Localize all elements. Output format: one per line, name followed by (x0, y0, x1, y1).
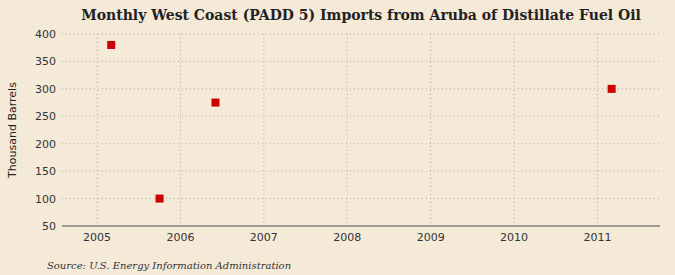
y-axis-label: Thousand Barrels (6, 82, 19, 179)
grid-line-y (62, 34, 660, 35)
grid-line-x (597, 34, 598, 226)
y-tick-label: 150 (35, 165, 56, 178)
background (0, 0, 675, 275)
x-tick-label: 2005 (83, 231, 111, 244)
point (156, 195, 164, 203)
y-tick-label: 200 (35, 138, 56, 151)
x-axis-line (62, 226, 660, 227)
grid-line-x (97, 34, 98, 226)
grid-line-x (430, 34, 431, 226)
x-tick-label: 2007 (250, 231, 278, 244)
x-tick-label: 2008 (333, 231, 361, 244)
point (211, 99, 219, 107)
grid (62, 34, 660, 226)
grid-line-y (62, 61, 660, 62)
y-tick-label: 100 (35, 193, 56, 206)
points (107, 41, 615, 203)
y-tick-label: 50 (42, 220, 56, 233)
x-tick-label: 2011 (583, 231, 611, 244)
grid-line-y (62, 171, 660, 172)
x-tick-label: 2009 (417, 231, 445, 244)
y-tick-label: 400 (35, 28, 56, 41)
chart: Monthly West Coast (PADD 5) Imports from… (0, 0, 675, 275)
grid-line-y (62, 226, 660, 227)
point (107, 41, 115, 49)
grid-line-x (263, 34, 264, 226)
y-tick-label: 350 (35, 55, 56, 68)
x-tick-label: 2006 (166, 231, 194, 244)
grid-line-y (62, 88, 660, 89)
grid-line-y (62, 198, 660, 199)
point (608, 85, 616, 93)
y-tick-label: 250 (35, 110, 56, 123)
grid-line-y (62, 143, 660, 144)
source-note: Source: U.S. Energy Information Administ… (47, 260, 291, 271)
grid-line-y (62, 116, 660, 117)
x-tick-label: 2010 (500, 231, 528, 244)
grid-line-x (180, 34, 181, 226)
grid-line-x (347, 34, 348, 226)
title: Monthly West Coast (PADD 5) Imports from… (81, 7, 641, 23)
grid-line-x (514, 34, 515, 226)
y-tick-label: 300 (35, 83, 56, 96)
